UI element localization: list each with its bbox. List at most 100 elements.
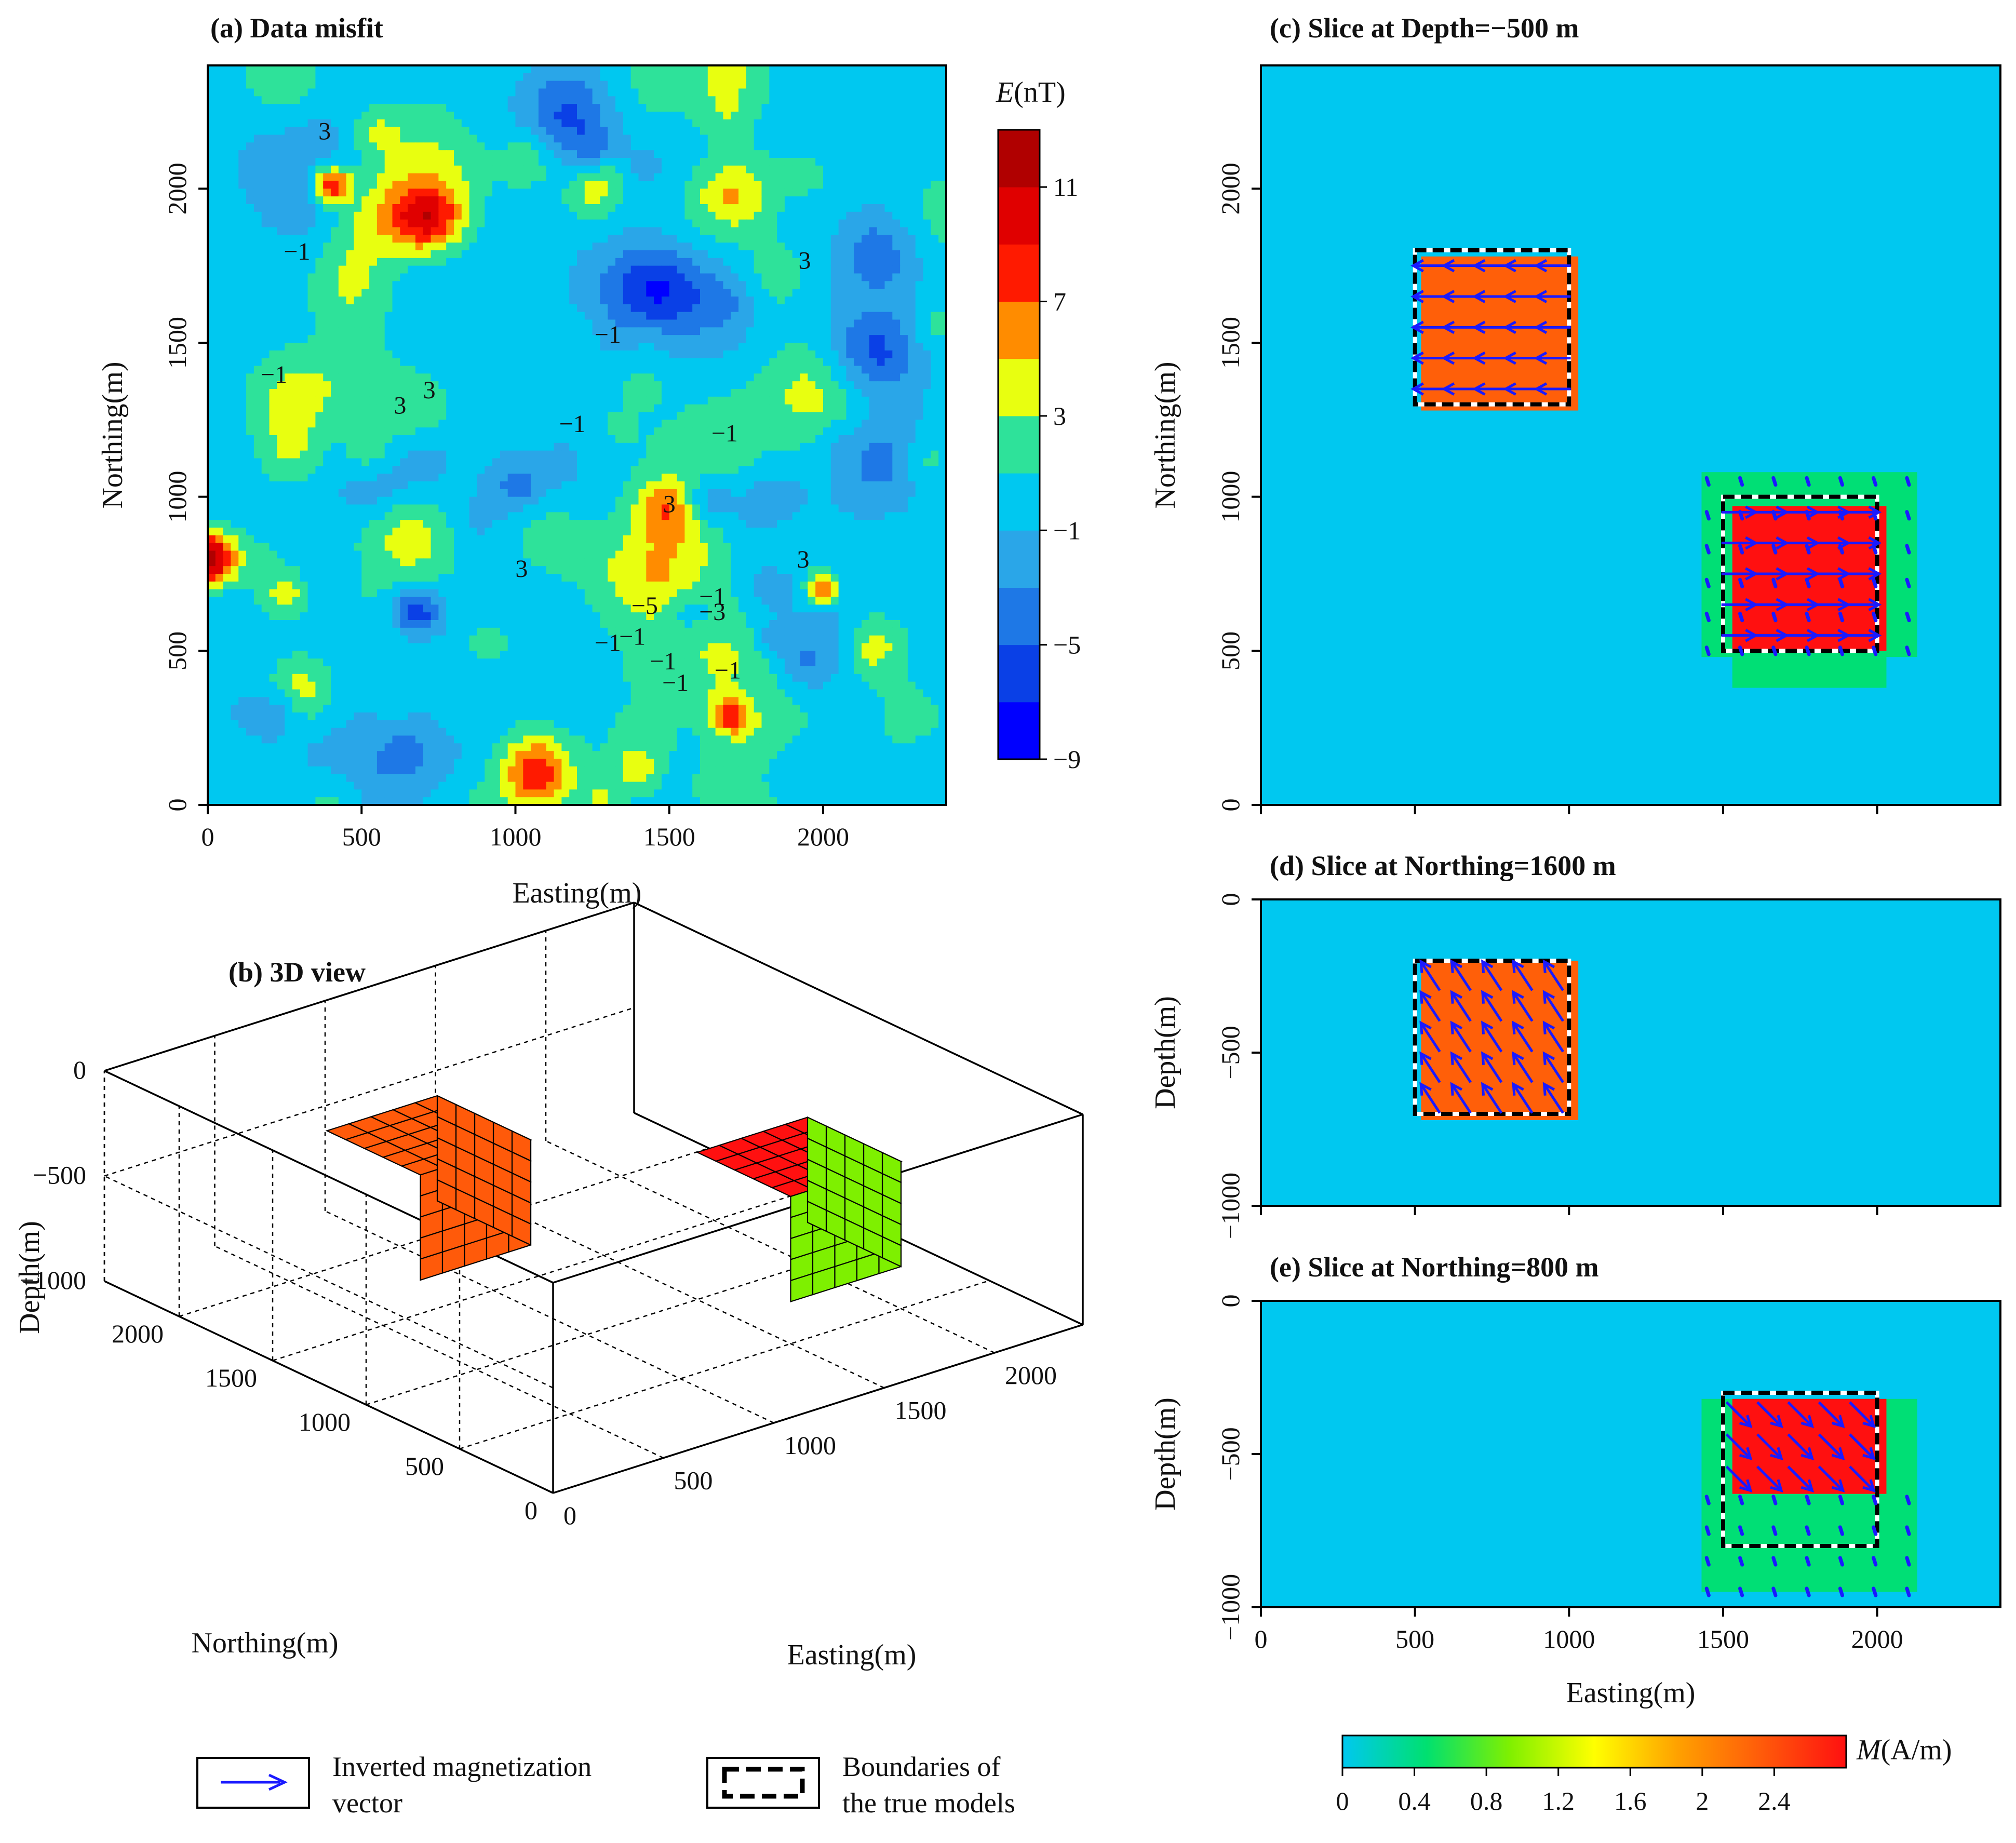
contour-cell bbox=[584, 412, 593, 420]
contour-cell bbox=[761, 127, 770, 136]
contour-cell bbox=[938, 150, 947, 158]
contour-cell bbox=[331, 420, 339, 428]
contour-cell bbox=[377, 158, 385, 166]
contour-cell bbox=[800, 150, 808, 158]
contour-cell bbox=[500, 134, 508, 143]
contour-cell bbox=[261, 112, 270, 120]
contour-cell bbox=[469, 119, 478, 128]
contour-cell bbox=[938, 165, 947, 174]
contour-cell bbox=[446, 420, 454, 428]
contour-cell bbox=[408, 304, 416, 313]
contour-cell bbox=[907, 304, 916, 313]
contour-cell bbox=[569, 258, 577, 266]
contour-cell bbox=[630, 88, 639, 97]
contour-cell bbox=[769, 142, 777, 151]
contour-cell bbox=[538, 119, 547, 128]
contour-cell bbox=[315, 112, 324, 120]
contour-cell bbox=[469, 158, 478, 166]
contour-cell bbox=[300, 450, 308, 459]
contour-cell bbox=[531, 396, 539, 405]
contour-cell bbox=[323, 265, 331, 274]
contour-cell bbox=[846, 196, 854, 205]
contour-cell bbox=[485, 350, 493, 359]
contour-cell bbox=[715, 211, 724, 220]
contour-cell bbox=[877, 219, 885, 228]
contour-cell bbox=[361, 104, 370, 112]
contour-cell bbox=[469, 219, 478, 228]
contour-cell bbox=[253, 404, 262, 413]
contour-cell bbox=[684, 88, 693, 97]
contour-cell bbox=[354, 204, 362, 212]
contour-cell bbox=[669, 250, 678, 259]
contour-cell bbox=[323, 119, 331, 128]
contour-cell bbox=[892, 165, 901, 174]
contour-cell bbox=[600, 450, 608, 459]
contour-cell bbox=[738, 189, 747, 197]
contour-cell bbox=[792, 373, 801, 382]
contour-cell bbox=[638, 281, 647, 289]
contour-cell bbox=[561, 458, 570, 466]
contour-cell bbox=[769, 458, 777, 466]
contour-cell bbox=[408, 189, 416, 197]
contour-cell bbox=[738, 104, 747, 112]
contour-cell bbox=[731, 165, 739, 174]
contour-cell bbox=[838, 297, 847, 305]
contour-cell bbox=[292, 127, 301, 136]
contour-cell bbox=[769, 366, 777, 374]
contour-cell bbox=[746, 366, 755, 374]
contour-cell bbox=[615, 281, 624, 289]
contour-cell bbox=[823, 335, 831, 343]
contour-cell bbox=[223, 312, 232, 320]
contour-cell bbox=[307, 173, 316, 182]
contour-cell bbox=[800, 435, 808, 443]
contour-cell bbox=[500, 373, 508, 382]
contour-cell bbox=[346, 265, 355, 274]
contour-cell bbox=[869, 420, 878, 428]
contour-cell bbox=[554, 173, 562, 182]
contour-cell bbox=[623, 88, 631, 97]
contour-cell bbox=[215, 435, 224, 443]
contour-cell bbox=[538, 396, 547, 405]
contour-cell bbox=[938, 435, 947, 443]
contour-cell bbox=[630, 450, 639, 459]
contour-cell bbox=[684, 442, 693, 451]
contour-cell bbox=[208, 404, 216, 413]
contour-cell bbox=[492, 420, 501, 428]
contour-cell bbox=[438, 189, 447, 197]
contour-cell bbox=[808, 289, 816, 297]
contour-cell bbox=[792, 134, 801, 143]
contour-cell bbox=[277, 450, 285, 459]
contour-cell bbox=[723, 243, 731, 251]
contour-cell bbox=[615, 196, 624, 205]
contour-cell bbox=[623, 165, 631, 174]
contour-cell bbox=[569, 158, 577, 166]
contour-cell bbox=[323, 211, 331, 220]
contour-cell bbox=[307, 258, 316, 266]
contour-cell bbox=[531, 458, 539, 466]
contour-cell bbox=[253, 134, 262, 143]
contour-cell bbox=[931, 366, 939, 374]
contour-cell bbox=[723, 327, 731, 335]
contour-cell bbox=[423, 243, 432, 251]
contour-cell bbox=[838, 88, 847, 97]
contour-cell bbox=[215, 358, 224, 367]
contour-cell bbox=[323, 343, 331, 351]
contour-cell bbox=[408, 165, 416, 174]
contour-cell bbox=[569, 381, 577, 389]
contour-cell bbox=[377, 265, 385, 274]
contour-cell bbox=[931, 158, 939, 166]
contour-cell bbox=[738, 450, 747, 459]
contour-cell bbox=[623, 350, 631, 359]
contour-cell bbox=[223, 80, 232, 89]
contour-cell bbox=[700, 350, 708, 359]
contour-cell bbox=[331, 88, 339, 97]
contour-cell bbox=[246, 235, 254, 243]
contour-cell bbox=[431, 173, 439, 182]
contour-cell bbox=[384, 273, 393, 281]
contour-cell bbox=[253, 273, 262, 281]
contour-cell bbox=[269, 165, 277, 174]
contour-cell bbox=[869, 258, 878, 266]
contour-cell bbox=[231, 335, 239, 343]
contour-cell bbox=[546, 358, 555, 367]
contour-cell bbox=[700, 181, 708, 189]
